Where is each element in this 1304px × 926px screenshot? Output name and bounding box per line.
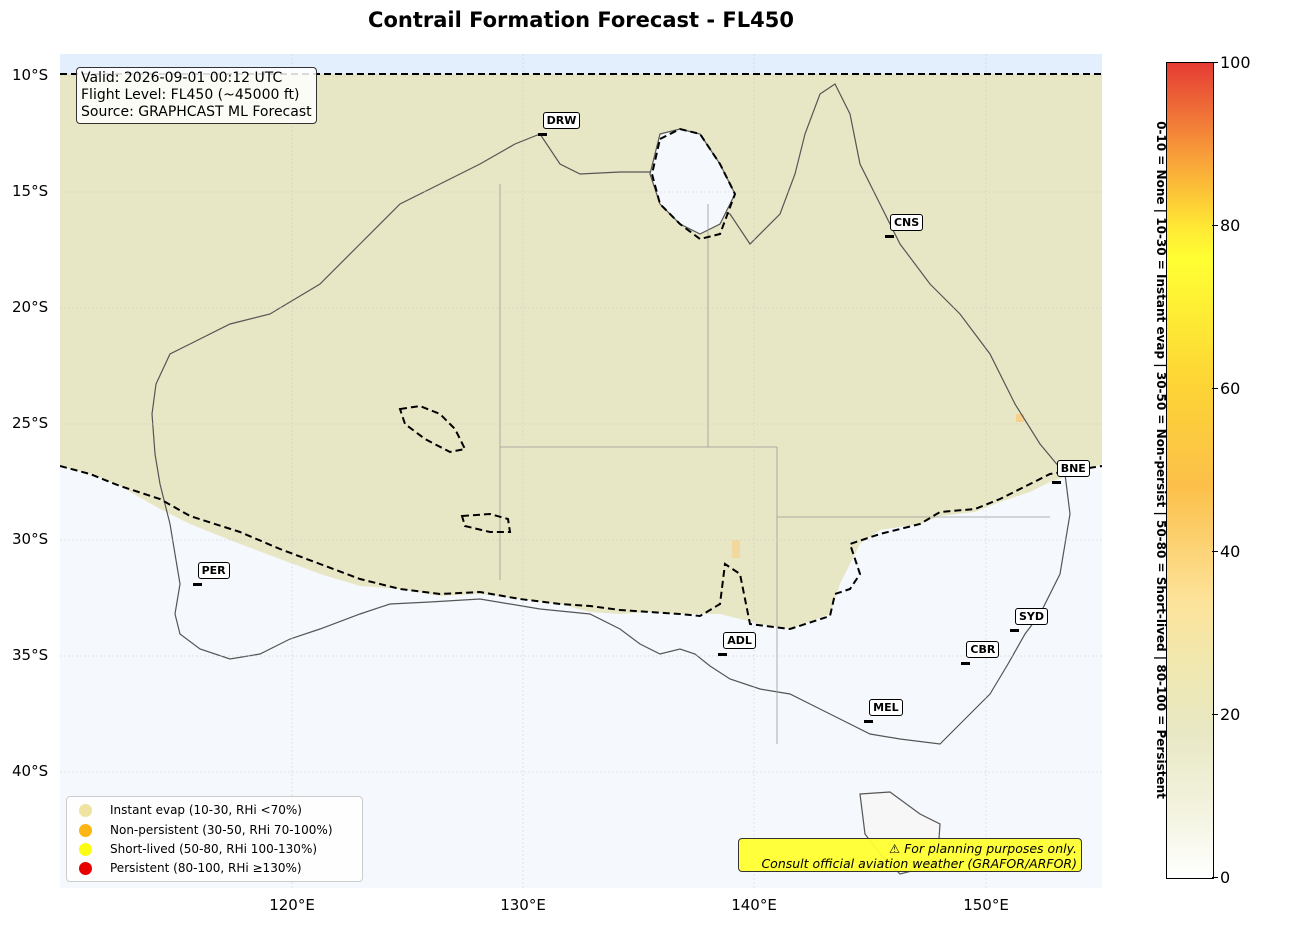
- state-borders: [499, 184, 1050, 744]
- lat-label: 40°S: [12, 762, 49, 780]
- colorbar-label: 20: [1220, 705, 1241, 724]
- colorbar-label: 40: [1220, 542, 1241, 561]
- disclaimer-box: ⚠ For planning purposes only. Consult of…: [738, 838, 1082, 872]
- city-label[interactable]: PER: [197, 562, 230, 580]
- lon-label: 130°E: [500, 896, 546, 914]
- city-marker: [864, 719, 874, 723]
- forecast-source: Source: GRAPHCAST ML Forecast: [81, 104, 312, 120]
- legend-item: Non-persistent (30-50, RHi 70-100%): [79, 821, 333, 839]
- valid-time: Valid: 2026-09-01 00:12 UTC: [81, 70, 283, 86]
- city-label[interactable]: DRW: [542, 112, 581, 130]
- contrail-field: [60, 74, 1102, 629]
- colorbar-label: 0: [1220, 868, 1231, 887]
- disclaimer-line: ⚠ For planning purposes only.: [889, 841, 1077, 856]
- colorbar-label: 60: [1220, 379, 1241, 398]
- colorbar-tick: [1212, 877, 1218, 878]
- north-strip: [60, 54, 1102, 74]
- legend-dot: [79, 823, 92, 837]
- colorbar-description: 0-10 = None | 10-30 = Instant evap | 30-…: [1154, 121, 1168, 799]
- map-area[interactable]: [60, 54, 1102, 888]
- lon-label: 120°E: [269, 896, 315, 914]
- lat-label: 10°S: [12, 66, 49, 84]
- city-marker: [1051, 481, 1061, 485]
- city-marker: [961, 661, 971, 665]
- city-marker: [884, 235, 894, 239]
- colorbar-label: 100: [1220, 53, 1251, 72]
- lat-label: 15°S: [12, 182, 49, 200]
- city-label[interactable]: BNE: [1056, 460, 1090, 478]
- lat-label: 30°S: [12, 530, 49, 548]
- lon-label: 150°E: [963, 896, 1009, 914]
- disclaimer-line: Consult official aviation weather (GRAFO…: [761, 856, 1077, 871]
- lat-label: 35°S: [12, 646, 49, 664]
- lon-label: 140°E: [731, 896, 777, 914]
- legend: Instant evap (10-30, RHi <70%) Non-persi…: [66, 796, 363, 882]
- city-label[interactable]: MEL: [869, 698, 903, 716]
- legend-item: Short-lived (50-80, RHi 100-130%): [79, 840, 317, 858]
- legend-label: Non-persistent (30-50, RHi 70-100%): [110, 823, 333, 837]
- flight-level: Flight Level: FL450 (~45000 ft): [81, 87, 300, 103]
- legend-item: Instant evap (10-30, RHi <70%): [79, 801, 302, 819]
- colorbar-tick: [1212, 225, 1218, 226]
- colorbar: [1166, 62, 1214, 879]
- city-marker: [192, 583, 202, 587]
- lat-label: 20°S: [12, 298, 49, 316]
- colorbar-tick: [1212, 388, 1218, 389]
- orange-patch: [1016, 414, 1024, 422]
- legend-label: Persistent (80-100, RHi ≥130%): [110, 861, 302, 875]
- legend-dot: [79, 803, 92, 817]
- orange-patch: [732, 540, 740, 558]
- city-label[interactable]: SYD: [1015, 608, 1049, 626]
- lat-label: 25°S: [12, 414, 49, 432]
- city-label[interactable]: ADL: [723, 631, 756, 649]
- threshold-contours: [60, 73, 1102, 631]
- forecast-info-box: Valid: 2026-09-01 00:12 UTC Flight Level…: [76, 67, 317, 124]
- city-label[interactable]: CBR: [966, 640, 1000, 658]
- colorbar-tick: [1212, 714, 1218, 715]
- chart-title: Contrail Formation Forecast - FL450: [368, 8, 794, 32]
- legend-dot: [79, 842, 92, 856]
- city-label[interactable]: CNS: [889, 214, 924, 232]
- colorbar-tick: [1212, 551, 1218, 552]
- city-marker: [1010, 629, 1019, 633]
- legend-label: Instant evap (10-30, RHi <70%): [110, 803, 302, 817]
- legend-item: Persistent (80-100, RHi ≥130%): [79, 859, 302, 877]
- colorbar-tick: [1212, 62, 1218, 63]
- city-marker: [718, 652, 728, 656]
- legend-label: Short-lived (50-80, RHi 100-130%): [110, 842, 318, 856]
- legend-dot: [79, 861, 92, 875]
- city-marker: [537, 133, 547, 137]
- colorbar-label: 80: [1220, 216, 1241, 235]
